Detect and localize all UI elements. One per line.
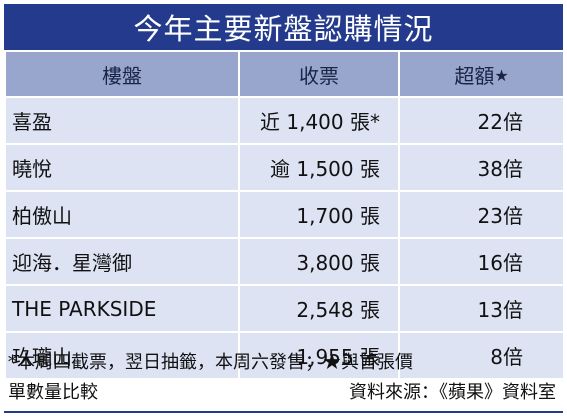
project-name: 玖瓏山	[4, 331, 240, 380]
project-name: 迎海．星灣御	[4, 237, 240, 286]
table-row: THE PARKSIDE 2,548 張 13倍	[4, 284, 565, 333]
header-oversubscribed: 超額★	[398, 52, 565, 98]
oversubscription-ratio: 16倍	[398, 237, 565, 286]
oversubscription-ratio: 23倍	[398, 190, 565, 239]
footnote: *本周四截票，翌日抽籤，本周六發售；★與首張價 單數量比較 資料來源：《蘋果》資…	[8, 348, 563, 408]
source-credit: 資料來源：《蘋果》資料室	[349, 382, 556, 403]
footnote-second-line: 單數量比較 資料來源：《蘋果》資料室	[8, 378, 556, 408]
header-project: 樓盤	[4, 52, 240, 98]
oversubscription-ratio: 22倍	[398, 96, 565, 145]
footnote-text: *本周四截票，翌日抽籤，本周六發售；★與首張價	[8, 352, 413, 373]
header-row: 樓盤 收票 超額★	[4, 52, 565, 98]
subscription-count: 1,700 張	[238, 190, 400, 239]
footnote-continuation: 單數量比較	[8, 382, 98, 403]
table-title: 今年主要新盤認購情況	[4, 4, 563, 50]
oversubscription-ratio: 38倍	[398, 143, 565, 192]
subscription-count: 近 1,400 張*	[238, 96, 400, 145]
project-name: 曉悅	[4, 143, 240, 192]
star-icon: ★	[494, 65, 509, 85]
project-name: THE PARKSIDE	[4, 284, 240, 333]
subscription-count: 1,955 張	[238, 331, 400, 380]
table-row: 迎海．星灣御 3,800 張 16倍	[4, 237, 565, 286]
project-name: 柏傲山	[4, 190, 240, 239]
bottom-divider	[4, 411, 563, 413]
subscription-count: 3,800 張	[238, 237, 400, 286]
header-oversubscribed-label: 超額	[454, 63, 495, 88]
table-row: 玖瓏山 1,955 張 8倍	[4, 331, 565, 380]
subscription-count: 2,548 張	[238, 284, 400, 333]
table-row: 曉悅 逾 1,500 張 38倍	[4, 143, 565, 192]
table-row: 喜盈 近 1,400 張* 22倍	[4, 96, 565, 145]
oversubscription-ratio: 8倍	[398, 331, 565, 380]
subscription-table: 樓盤 收票 超額★ 喜盈 近 1,400 張* 22倍 曉悅 逾 1,500 張…	[4, 52, 565, 380]
table-row: 柏傲山 1,700 張 23倍	[4, 190, 565, 239]
project-name: 喜盈	[4, 96, 240, 145]
header-subscriptions: 收票	[238, 52, 400, 98]
subscription-count: 逾 1,500 張	[238, 143, 400, 192]
oversubscription-ratio: 13倍	[398, 284, 565, 333]
